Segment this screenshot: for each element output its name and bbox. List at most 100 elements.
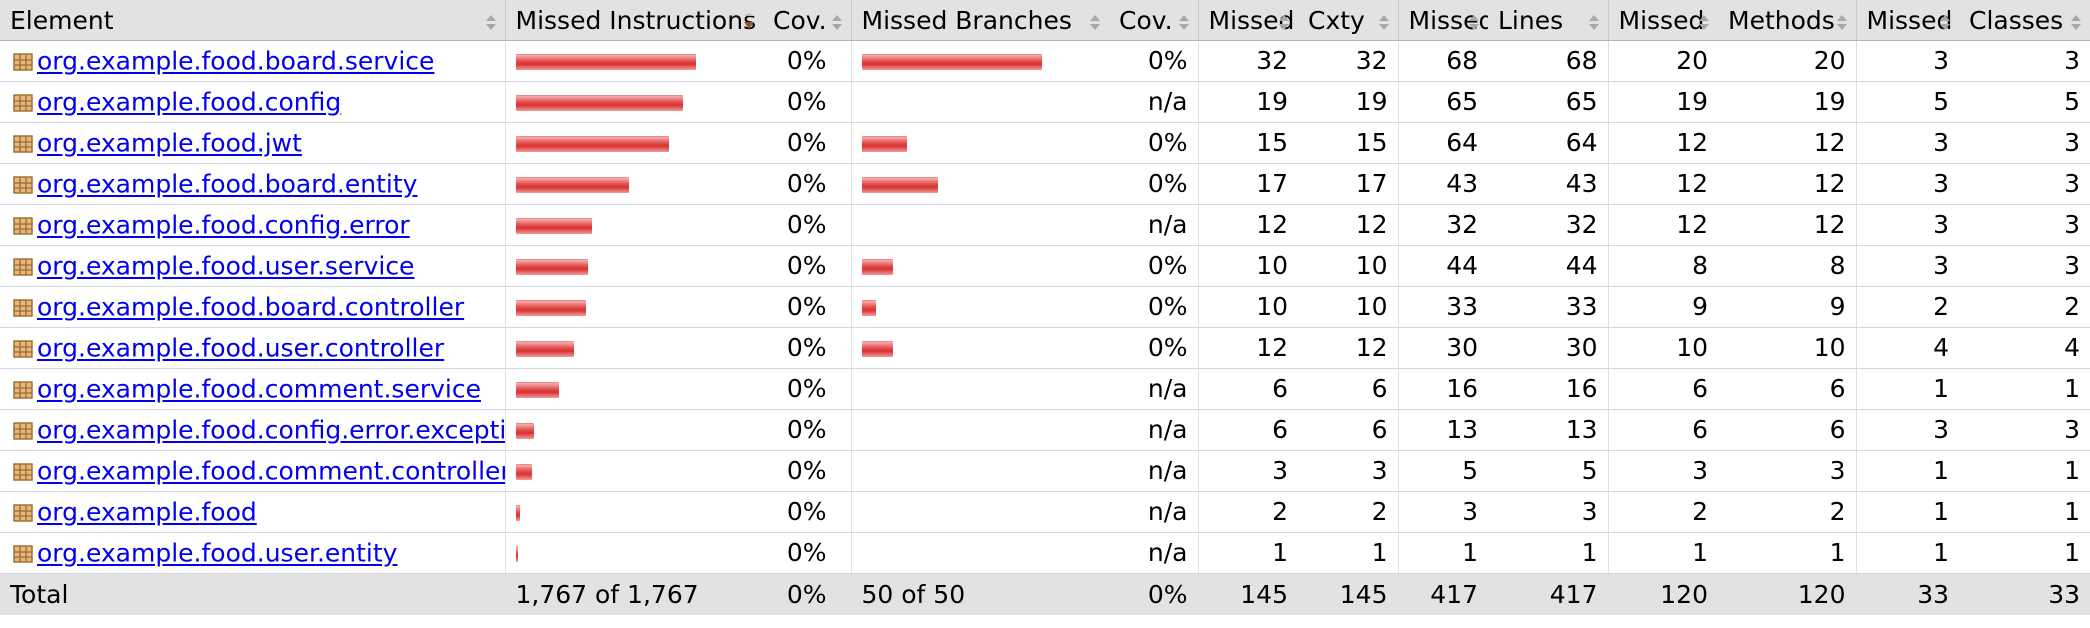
header-element[interactable]: Element bbox=[0, 0, 505, 41]
header-instruction-coverage[interactable]: Cov. bbox=[763, 0, 851, 41]
table-row: org.example.food.user.service 0% 0% 10 1… bbox=[0, 245, 2090, 287]
package-link[interactable]: org.example.food.user.controller bbox=[37, 333, 445, 363]
package-link[interactable]: org.example.food bbox=[37, 497, 257, 527]
branch-coverage-cell: 0% bbox=[1109, 163, 1198, 205]
element-cell: org.example.food.user.entity bbox=[0, 532, 505, 574]
missed-classes-cell: 1 bbox=[1855, 450, 1959, 492]
missed-complexity-cell: 12 bbox=[1197, 204, 1298, 246]
header-missed-methods[interactable]: Missed bbox=[1607, 0, 1718, 41]
header-branch-coverage[interactable]: Cov. bbox=[1109, 0, 1198, 41]
branch-coverage-cell: 0% bbox=[1109, 40, 1198, 82]
table-row: org.example.food.comment.service 0% n/a … bbox=[0, 368, 2090, 410]
complexity-cell: 1 bbox=[1298, 532, 1398, 574]
classes-cell: 5 bbox=[1959, 81, 2090, 123]
missed-branches-bar bbox=[861, 54, 1042, 70]
lines-cell: 43 bbox=[1488, 163, 1608, 205]
missed-branches-cell bbox=[850, 327, 1109, 369]
total-missed-complexity: 145 bbox=[1197, 572, 1298, 615]
instruction-coverage-cell: 0% bbox=[763, 40, 851, 82]
missed-instructions-cell bbox=[504, 245, 763, 287]
lines-cell: 5 bbox=[1488, 450, 1608, 492]
missed-complexity-cell: 17 bbox=[1197, 163, 1298, 205]
lines-cell: 64 bbox=[1488, 122, 1608, 164]
package-link[interactable]: org.example.food.comment.controller bbox=[37, 456, 505, 486]
header-complexity[interactable]: Cxty bbox=[1298, 0, 1398, 41]
classes-cell: 3 bbox=[1959, 122, 2090, 164]
element-cell: org.example.food.board.entity bbox=[0, 163, 505, 205]
missed-methods-cell: 20 bbox=[1607, 40, 1718, 82]
missed-lines-cell: 33 bbox=[1397, 286, 1488, 328]
missed-instructions-bar bbox=[515, 259, 588, 275]
header-missed-lines[interactable]: Missed bbox=[1397, 0, 1488, 41]
package-link[interactable]: org.example.food.board.entity bbox=[37, 169, 418, 199]
package-link[interactable]: org.example.food.comment.service bbox=[37, 374, 481, 404]
missed-methods-cell: 12 bbox=[1607, 204, 1718, 246]
missed-complexity-cell: 19 bbox=[1197, 81, 1298, 123]
missed-instructions-bar bbox=[515, 423, 534, 439]
table-row: org.example.food.comment.controller 0% n… bbox=[0, 450, 2090, 492]
package-link[interactable]: org.example.food.config.error.exception bbox=[37, 415, 505, 445]
total-complexity: 145 bbox=[1298, 572, 1398, 615]
missed-branches-cell bbox=[850, 204, 1109, 246]
package-link[interactable]: org.example.food.user.entity bbox=[37, 538, 398, 568]
missed-branches-cell bbox=[850, 409, 1109, 451]
sort-icon bbox=[1378, 10, 1390, 30]
package-link[interactable]: org.example.food.config bbox=[37, 87, 342, 117]
classes-cell: 3 bbox=[1959, 40, 2090, 82]
missed-branches-cell bbox=[850, 286, 1109, 328]
header-missed-instructions[interactable]: Missed Instructions bbox=[504, 0, 763, 41]
instruction-coverage-cell: 0% bbox=[763, 245, 851, 287]
classes-cell: 1 bbox=[1959, 450, 2090, 492]
lines-cell: 13 bbox=[1488, 409, 1608, 451]
complexity-cell: 12 bbox=[1298, 204, 1398, 246]
package-icon bbox=[12, 173, 34, 195]
classes-cell: 3 bbox=[1959, 204, 2090, 246]
missed-lines-cell: 44 bbox=[1397, 245, 1488, 287]
total-missed-lines: 417 bbox=[1397, 572, 1488, 615]
header-classes[interactable]: Classes bbox=[1959, 0, 2090, 41]
package-link[interactable]: org.example.food.config.error bbox=[37, 210, 410, 240]
header-lines[interactable]: Lines bbox=[1488, 0, 1608, 41]
element-cell: org.example.food.comment.controller bbox=[0, 450, 505, 492]
lines-cell: 1 bbox=[1488, 532, 1608, 574]
missed-instructions-cell bbox=[504, 163, 763, 205]
header-missed-classes[interactable]: Missed bbox=[1855, 0, 1959, 41]
package-link[interactable]: org.example.food.jwt bbox=[37, 128, 302, 158]
instruction-coverage-cell: 0% bbox=[763, 327, 851, 369]
complexity-cell: 6 bbox=[1298, 368, 1398, 410]
methods-cell: 19 bbox=[1718, 81, 1856, 123]
package-link[interactable]: org.example.food.board.controller bbox=[37, 292, 465, 322]
missed-methods-cell: 10 bbox=[1607, 327, 1718, 369]
sort-icon bbox=[1836, 10, 1848, 30]
table-row: org.example.food.board.service 0% 0% 32 … bbox=[0, 40, 2090, 82]
missed-methods-cell: 1 bbox=[1607, 532, 1718, 574]
missed-methods-cell: 12 bbox=[1607, 122, 1718, 164]
missed-methods-cell: 6 bbox=[1607, 368, 1718, 410]
header-missed-branches[interactable]: Missed Branches bbox=[850, 0, 1109, 41]
branch-coverage-cell: 0% bbox=[1109, 245, 1198, 287]
header-missed-complexity[interactable]: Missed bbox=[1197, 0, 1298, 41]
table-row: org.example.food.board.controller 0% 0% … bbox=[0, 286, 2090, 328]
header-methods[interactable]: Methods bbox=[1718, 0, 1856, 41]
package-icon bbox=[12, 501, 34, 523]
missed-methods-cell: 8 bbox=[1607, 245, 1718, 287]
total-branch-coverage: 0% bbox=[1109, 572, 1198, 615]
missed-lines-cell: 13 bbox=[1397, 409, 1488, 451]
complexity-cell: 10 bbox=[1298, 286, 1398, 328]
package-link[interactable]: org.example.food.user.service bbox=[37, 251, 415, 281]
total-classes: 33 bbox=[1959, 572, 2090, 615]
table-footer: Total 1,767 of 1,767 0% 50 of 50 0% 145 … bbox=[0, 572, 2090, 615]
missed-complexity-cell: 12 bbox=[1197, 327, 1298, 369]
missed-branches-bar bbox=[861, 341, 893, 357]
branch-coverage-cell: 0% bbox=[1109, 122, 1198, 164]
package-icon bbox=[12, 255, 34, 277]
complexity-cell: 17 bbox=[1298, 163, 1398, 205]
total-row: Total 1,767 of 1,767 0% 50 of 50 0% 145 … bbox=[0, 572, 2090, 615]
instruction-coverage-cell: 0% bbox=[763, 163, 851, 205]
missed-lines-cell: 43 bbox=[1397, 163, 1488, 205]
sort-icon bbox=[1178, 10, 1190, 30]
total-lines: 417 bbox=[1488, 572, 1608, 615]
missed-methods-cell: 12 bbox=[1607, 163, 1718, 205]
package-link[interactable]: org.example.food.board.service bbox=[37, 46, 435, 76]
missed-classes-cell: 5 bbox=[1855, 81, 1959, 123]
